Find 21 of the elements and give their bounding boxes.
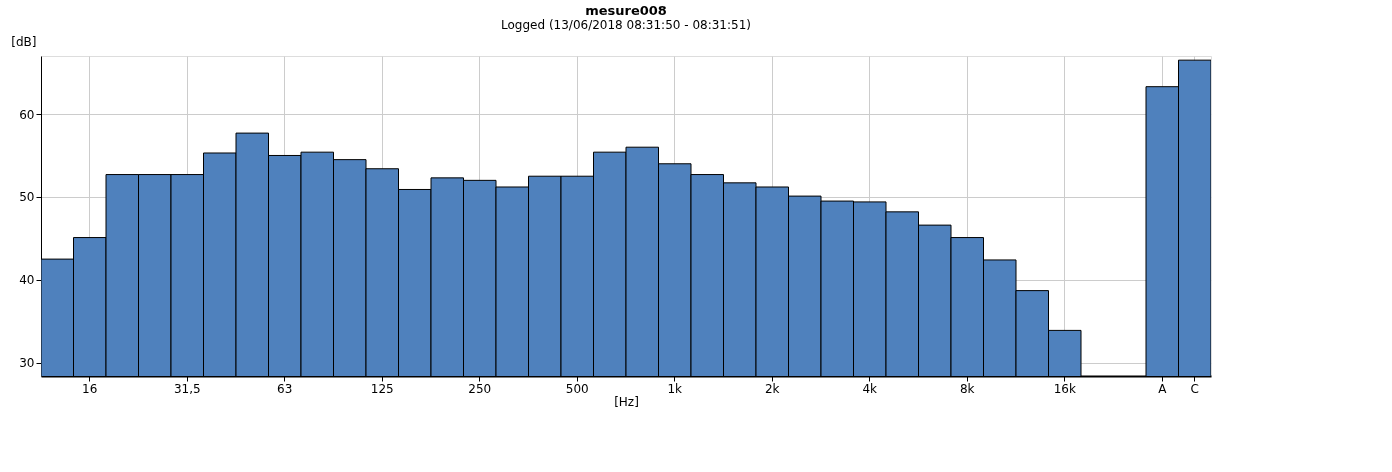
- x-tick-label: 500: [565, 381, 589, 396]
- x-tick-label: 63: [277, 381, 293, 396]
- x-axis-title: [Hz]: [614, 394, 639, 409]
- x-tick-label: 8k: [959, 381, 975, 396]
- x-tick-label: 250: [468, 381, 492, 396]
- x-tick-label: A: [1158, 381, 1168, 396]
- y-tick-label: 60: [19, 107, 35, 122]
- x-tick-label: 125: [370, 381, 394, 396]
- y-axis-title: [dB]: [11, 34, 37, 49]
- chart-title: mesure008: [585, 3, 667, 18]
- y-tick-label: 50: [19, 190, 35, 205]
- x-tick-label: 2k: [764, 381, 780, 396]
- x-tick-label: 31,5: [173, 381, 201, 396]
- y-tick-label: 40: [19, 273, 35, 288]
- x-tick-label: 4k: [862, 381, 878, 396]
- x-tick-label: 1k: [667, 381, 683, 396]
- x-tick-label: 16k: [1053, 381, 1076, 396]
- y-tick-label: 30: [19, 356, 35, 371]
- chart-subtitle: Logged (13/06/2018 08:31:50 - 08:31:51): [501, 18, 751, 32]
- x-tick-label: 16: [82, 381, 98, 396]
- x-tick-label: C: [1190, 381, 1199, 396]
